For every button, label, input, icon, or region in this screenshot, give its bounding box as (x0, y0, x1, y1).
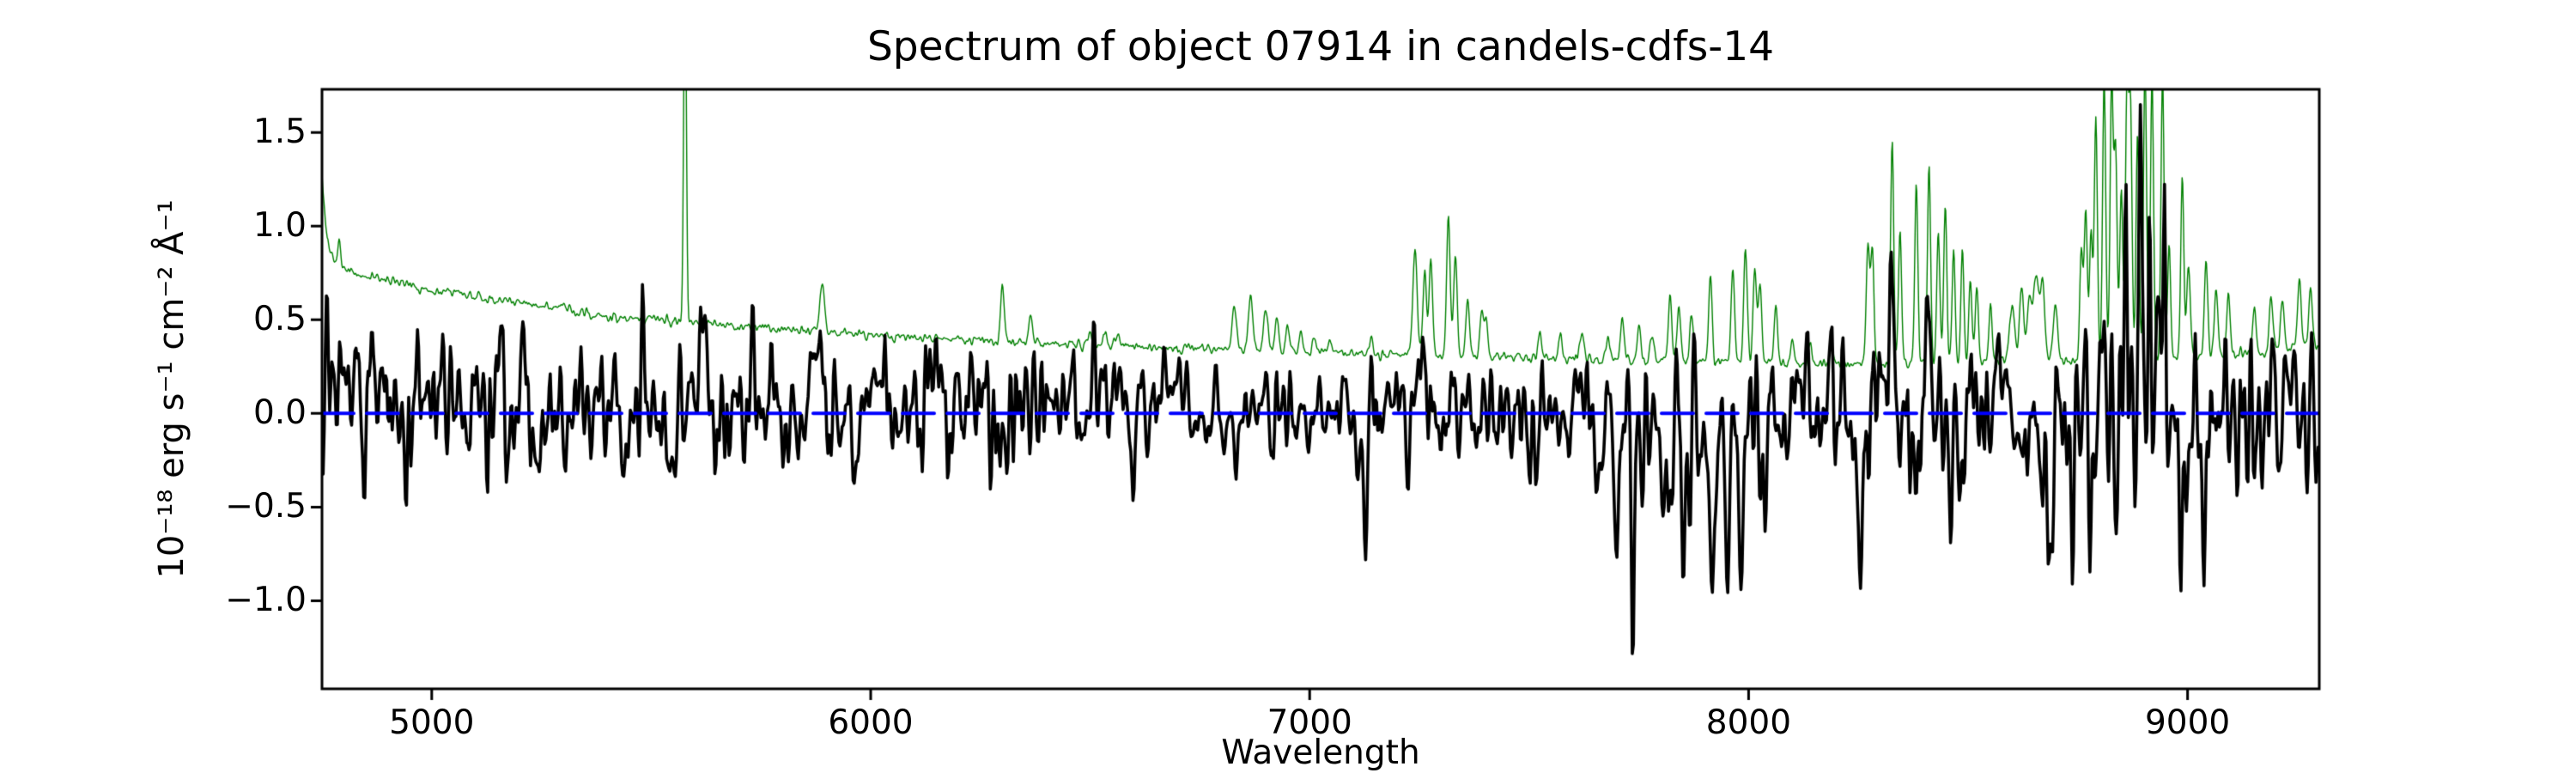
chart-title: Spectrum of object 07914 in candels-cdfs… (866, 23, 1775, 70)
y-tick-label: 0.0 (252, 393, 307, 433)
x-tick-label: 5000 (389, 703, 475, 742)
y-tick-label: 1.0 (252, 206, 307, 246)
x-tick-label: 8000 (1705, 703, 1792, 742)
y-tick-label: 0.5 (252, 300, 307, 339)
x-tick-label: 9000 (2144, 703, 2231, 742)
x-tick-label: 7000 (1267, 703, 1352, 742)
x-tick-label: 6000 (828, 703, 914, 742)
y-tick-label: −0.5 (225, 487, 307, 526)
y-tick-label: −1.0 (225, 581, 307, 620)
x-axis-label: Wavelength (1221, 733, 1420, 772)
y-tick-label: 1.5 (252, 113, 307, 152)
